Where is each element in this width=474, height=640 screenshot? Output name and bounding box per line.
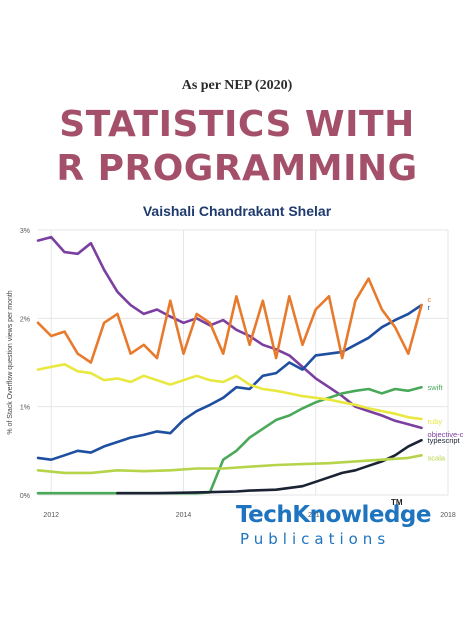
x-tick-label: 2016 [308, 512, 324, 519]
series-end-label: objective-c [428, 430, 464, 439]
series-end-label: ruby [428, 417, 443, 426]
y-axis-label: % of Stack Overflow question views per m… [7, 290, 14, 434]
x-tick-label: 2012 [43, 512, 59, 519]
x-tick-label: 2018 [440, 512, 456, 519]
series-line-r [36, 303, 423, 461]
trademark-mark: TM [391, 498, 403, 507]
publisher-logo: TechKnowledge Publications [236, 502, 432, 548]
x-tick-label: 2014 [176, 512, 192, 519]
series-line-scala [36, 454, 423, 475]
series-line-c [36, 277, 423, 364]
book-title-line-1: STATISTICS WITH [59, 104, 415, 145]
y-tick-label: 1% [20, 405, 30, 412]
y-tick-label: 2% [20, 316, 30, 323]
series-line-swift [36, 385, 423, 495]
edition-label: As per NEP (2020) [181, 78, 293, 93]
publisher-name: TechKnowledge [236, 502, 432, 528]
series-line-ruby [36, 363, 423, 421]
y-tick-label: 0% [20, 493, 30, 500]
series-line-objective-c [36, 235, 423, 430]
series-end-label: swift [428, 383, 444, 392]
series-end-label: r [428, 303, 431, 312]
series-end-label: scala [428, 453, 446, 462]
cover-line-chart: 0% 1% 2% 3% 2012 2014 2016 2018 % of Stack Overf… [7, 228, 464, 519]
y-tick-label: 3% [20, 228, 30, 235]
book-title-line-2: R PROGRAMMING [56, 148, 418, 189]
author-name: Vaishali Chandrakant Shelar [142, 203, 332, 219]
series-end-label: typescript [428, 436, 461, 445]
series-end-label: c [428, 295, 432, 304]
publisher-tagline: Publications [240, 530, 391, 548]
